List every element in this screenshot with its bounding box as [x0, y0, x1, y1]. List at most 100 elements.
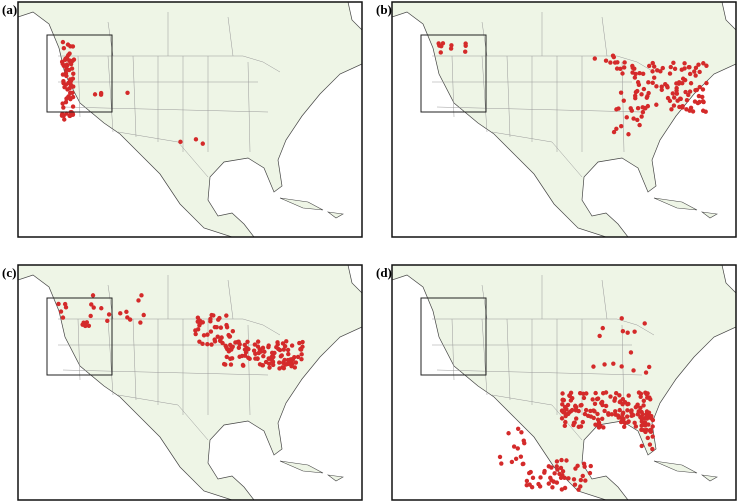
map-panel: [392, 265, 736, 500]
occurrence-dot: [571, 477, 577, 482]
occurrence-dot: [62, 301, 68, 307]
occurrence-dot: [579, 402, 584, 408]
occurrence-dot: [696, 93, 702, 99]
occurrence-dot: [693, 65, 699, 70]
occurrence-dot: [626, 393, 631, 398]
occurrence-dot: [600, 391, 606, 396]
panel-label: (a): [2, 2, 17, 17]
occurrence-dot: [262, 349, 267, 354]
occurrence-dot: [600, 402, 605, 408]
occurrence-dot: [619, 316, 624, 321]
occurrence-dot: [499, 461, 504, 466]
occurrence-dot: [560, 402, 565, 407]
occurrence-dot: [630, 65, 635, 71]
occurrence-dot: [551, 479, 556, 484]
occurrence-dot: [704, 63, 709, 68]
occurrence-dot: [678, 96, 683, 101]
occurrence-dot: [680, 105, 685, 110]
occurrence-dot: [252, 342, 258, 347]
occurrence-dot: [270, 359, 276, 365]
occurrence-dot: [631, 368, 636, 373]
occurrence-dot: [639, 427, 644, 432]
occurrence-dot: [587, 470, 593, 476]
occurrence-dot: [620, 329, 626, 334]
occurrence-dot: [228, 362, 234, 367]
occurrence-dot: [274, 345, 279, 350]
panel-label: (d): [376, 265, 392, 280]
occurrence-dot: [645, 391, 650, 396]
occurrence-dot: [56, 301, 61, 307]
occurrence-dot: [255, 344, 261, 349]
occurrence-dot: [641, 86, 647, 92]
occurrence-dot: [439, 44, 444, 49]
land: [392, 265, 736, 500]
occurrence-dot: [257, 362, 263, 367]
occurrence-dot: [638, 405, 643, 411]
occurrence-dot: [704, 80, 709, 86]
occurrence-dot: [298, 347, 304, 352]
occurrence-dot: [559, 408, 565, 413]
occurrence-dot: [295, 354, 301, 360]
occurrence-dot: [682, 77, 688, 83]
cuba: [279, 197, 344, 219]
occurrence-dot: [629, 413, 634, 419]
occurrence-dot: [641, 398, 647, 403]
occurrence-dot: [584, 391, 589, 396]
occurrence-dot: [650, 434, 655, 439]
occurrence-dot: [700, 99, 706, 104]
occurrence-dot: [644, 415, 650, 420]
occurrence-dot: [282, 357, 287, 363]
occurrence-dot: [600, 325, 605, 331]
occurrence-dot: [106, 312, 112, 317]
occurrence-dot: [221, 361, 227, 367]
occurrence-dot: [245, 339, 250, 344]
occurrence-dot: [215, 334, 220, 339]
occurrence-dot: [624, 414, 630, 419]
occurrence-dot: [214, 325, 219, 330]
occurrence-dot: [628, 350, 634, 355]
occurrence-dot: [212, 339, 218, 344]
border: [601, 16, 608, 57]
occurrence-dot: [667, 98, 673, 104]
occurrence-dot: [632, 75, 638, 80]
occurrence-dot: [676, 80, 682, 85]
occurrence-dot: [597, 333, 602, 339]
occurrence-dot: [614, 66, 620, 71]
occurrence-dot: [696, 62, 701, 67]
occurrence-dot: [567, 393, 572, 398]
occurrence-dot: [524, 478, 530, 484]
occurrence-dot: [641, 403, 646, 408]
occurrence-dot: [138, 320, 143, 325]
occurrence-dot: [200, 141, 205, 146]
occurrence-dot: [693, 73, 698, 78]
occurrence-dot: [58, 309, 64, 314]
land: [18, 2, 362, 237]
occurrence-dot: [620, 401, 625, 407]
occurrence-dot: [68, 96, 73, 102]
occurrence-dot: [89, 302, 94, 307]
occurrence-dot: [218, 325, 224, 330]
border: [132, 55, 137, 138]
occurrence-dot: [644, 427, 649, 433]
border: [227, 16, 234, 57]
occurrence-dot: [649, 413, 654, 419]
occurrence-dot: [83, 323, 88, 329]
occurrence-dot: [640, 71, 646, 76]
occurrence-dot: [667, 71, 673, 76]
occurrence-dot: [558, 465, 564, 471]
panel-label: (b): [376, 2, 392, 17]
occurrence-dot: [690, 109, 696, 114]
occurrence-dot: [219, 335, 224, 340]
occurrence-dot: [209, 312, 214, 318]
occurrence-dot: [92, 92, 98, 97]
occurrence-dot: [139, 293, 144, 298]
occurrence-dot: [613, 412, 618, 417]
occurrence-dot: [519, 430, 524, 435]
occurrence-dot: [61, 113, 66, 118]
occurrence-dot: [65, 42, 71, 47]
occurrence-dot: [509, 459, 515, 465]
occurrence-dot: [639, 114, 644, 119]
occurrence-dot: [267, 365, 272, 370]
occurrence-dot: [646, 63, 652, 69]
occurrence-dot: [590, 397, 595, 402]
